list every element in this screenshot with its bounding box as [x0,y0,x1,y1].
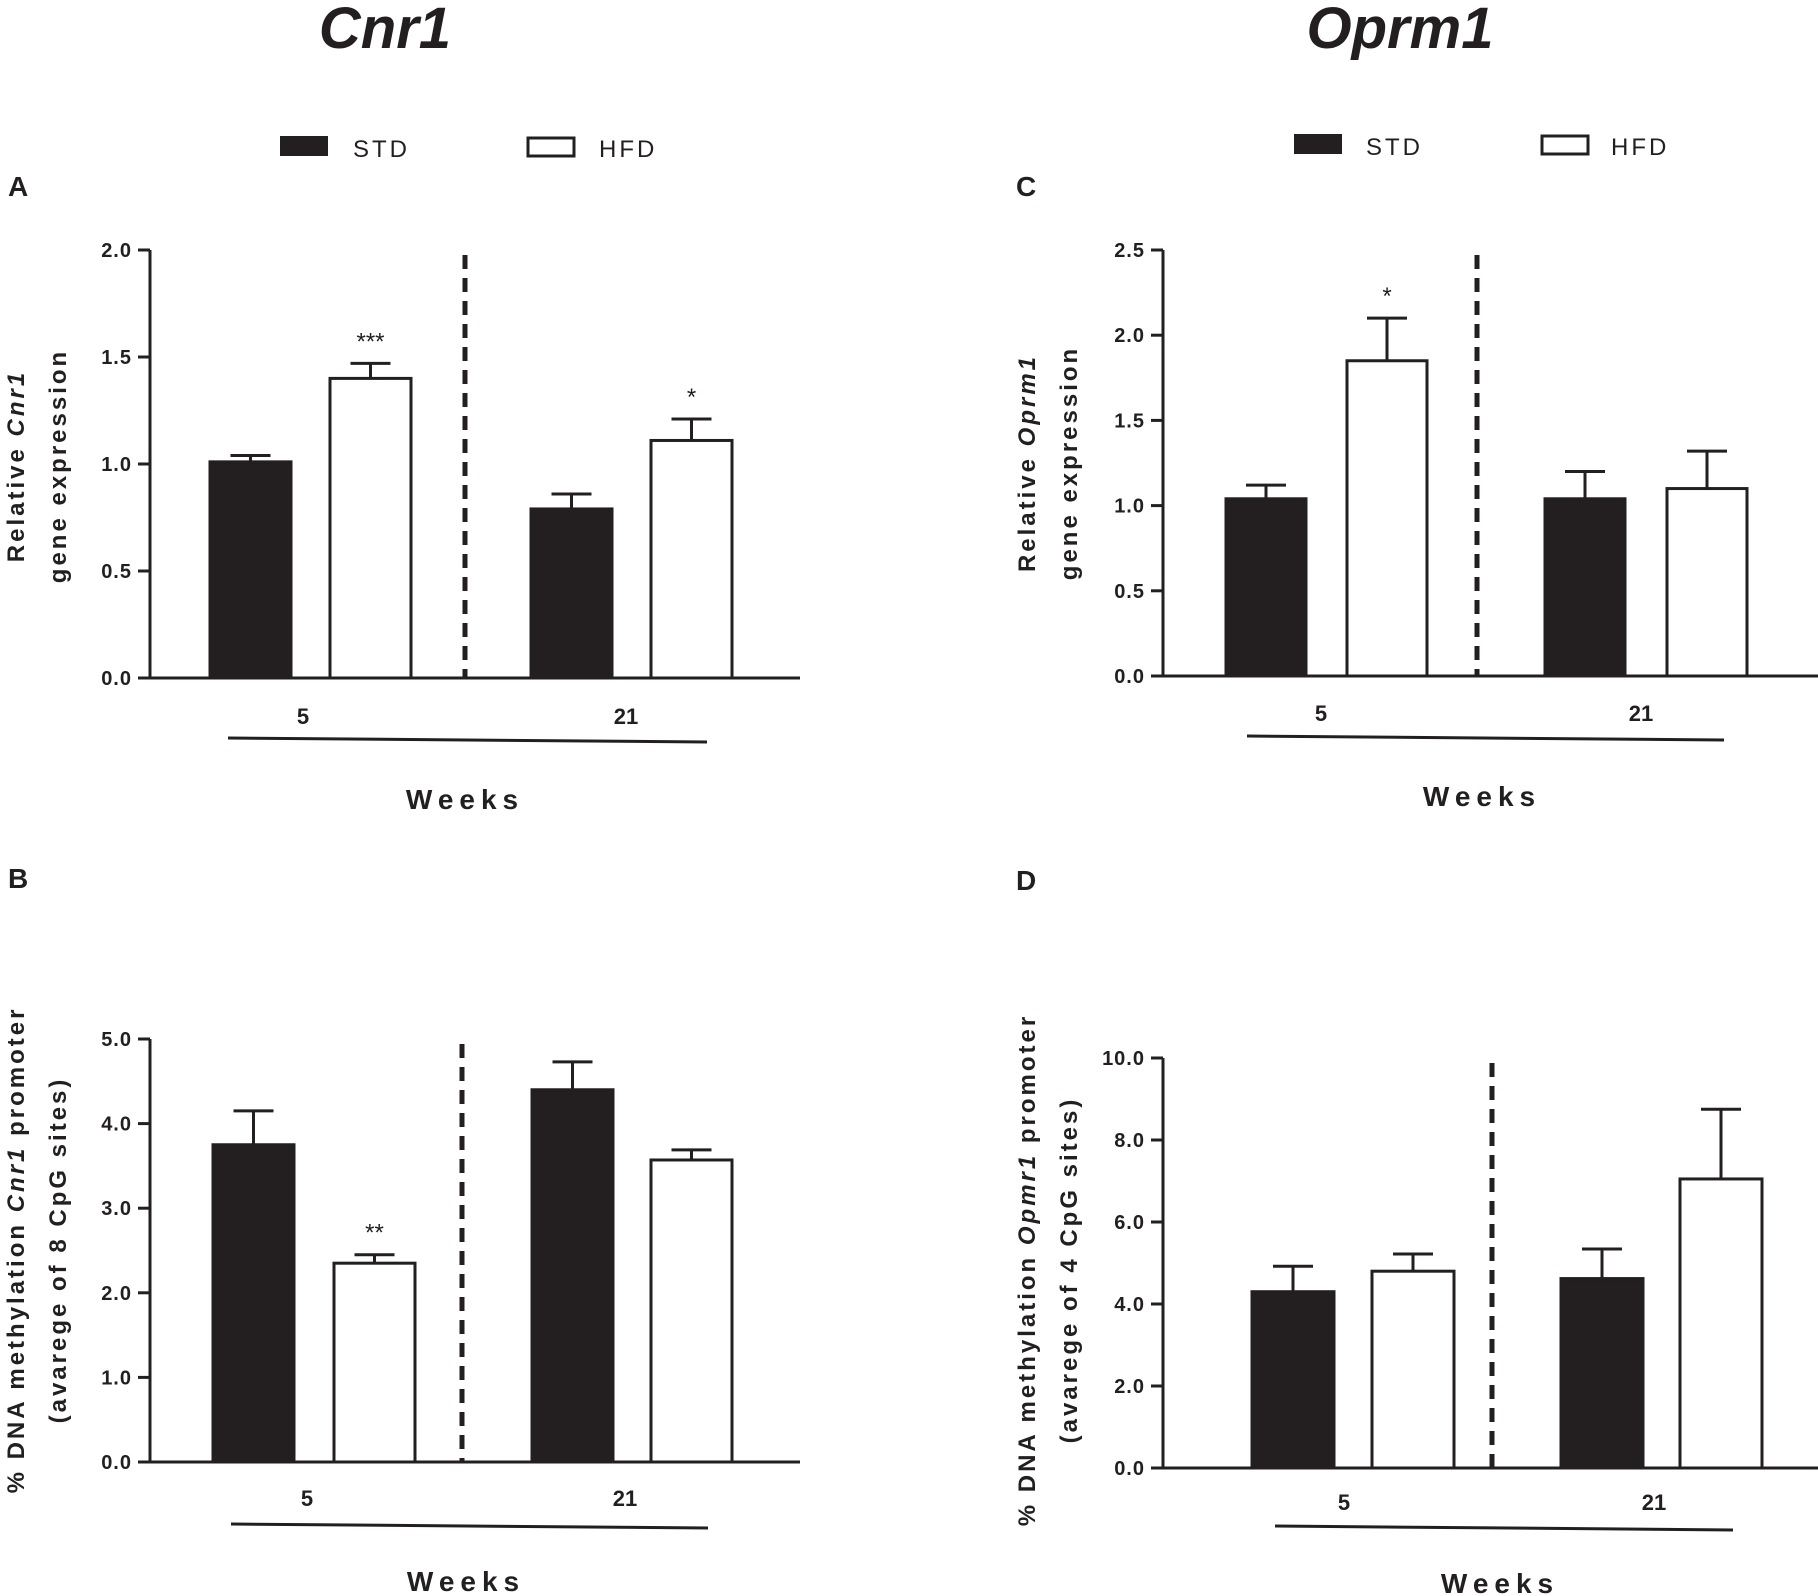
y-tick-label: 4.0 [1114,1294,1145,1316]
y-axis-title-line1: Relative Oprm1 [1014,354,1041,572]
legend-std-label: STD [1366,134,1423,161]
y-tick-label: 0.0 [1114,666,1145,688]
chart-panel-d: D 0.0 2.0 4.0 6.0 8.0 10.0 5 21 Weeks % DNA methyl… [1014,865,1818,1596]
y-title-gene: Opmr1 [1014,1153,1041,1245]
bar-std-week-5 [208,460,293,680]
y-title-prefix: % DNA methylation [3,1212,30,1493]
bar-std-week-21 [529,507,614,680]
y-tick-label: 6.0 [1114,1212,1145,1234]
chart-panel-b: B 0.0 1.0 2.0 3.0 4.0 5.0 ** 5 21 Weeks % DNA methy… [3,863,800,1596]
legend-hfd-swatch [526,136,576,158]
y-axis-title-line2: (avarege of 8 CpG sites) [45,1077,72,1424]
x-category-label: 21 [1629,701,1653,726]
y-tick-label: 1.5 [101,347,132,369]
x-category-label: 21 [613,1486,637,1511]
y-tick-label: 2.0 [101,240,132,262]
bar-std-week-21 [1543,497,1627,678]
y-axis-title-line1: Relative Cnr1 [3,370,30,562]
significance-label: * [1382,283,1391,310]
y-tick-label: 0.5 [101,561,132,583]
legend-hfd-label: HFD [599,136,657,163]
bar-hfd-week-5 [1345,359,1429,678]
legend-std-swatch [280,136,328,156]
y-axis-title-line1: % DNA methylation Opmr1 promoter [1014,1014,1041,1527]
y-tick-label: 10.0 [1102,1048,1145,1070]
bar-std-week-21 [1559,1277,1645,1470]
cnr1-heading: Cnr1 [319,0,451,61]
panel-letter: A [8,171,28,202]
significance-label: ** [365,1220,384,1247]
y-tick-label: 1.0 [101,454,132,476]
x-category-label: 5 [1315,701,1327,726]
y-tick-label: 2.0 [101,1283,132,1305]
y-tick-label: 0.5 [1114,581,1145,603]
y-axis-title-line2: gene expression [1056,346,1083,580]
x-category-label: 5 [1338,1490,1350,1515]
x-category-label: 5 [301,1486,313,1511]
panel-letter: C [1016,171,1036,202]
y-tick-label: 1.0 [101,1367,132,1389]
y-title-prefix: % DNA methylation [1014,1245,1041,1526]
legend-hfd-label: HFD [1611,134,1669,161]
bar-hfd-week-21 [1665,487,1749,678]
oprm1-heading: Oprm1 [1307,0,1494,61]
chart-panel-a: A 0.0 0.5 1.0 1.5 2.0 *** 5 * 21 Weeks Relative Cnr… [3,171,800,815]
legend-hfd-swatch [1540,134,1590,156]
panel-letter: B [8,863,28,894]
y-tick-label: 1.0 [1114,496,1145,518]
y-tick-label: 0.0 [101,668,132,690]
significance-label: * [687,384,696,411]
x-axis-title: Weeks [1441,1568,1559,1596]
y-tick-label: 0.0 [1114,1458,1145,1480]
weeks-underline [227,736,708,744]
significance-label: *** [356,328,384,355]
y-title-gene: Cnr1 [3,1146,30,1213]
y-tick-label: 1.5 [1114,410,1145,432]
x-axis-title: Weeks [406,784,524,815]
y-title-gene: Oprm1 [1014,354,1041,446]
x-category-label: 21 [1642,1490,1666,1515]
y-title-suffix: promoter [3,1007,30,1146]
bar-hfd-week-5 [332,1261,417,1464]
x-axis-title: Weeks [1423,781,1541,812]
bar-std-week-5 [1250,1290,1336,1470]
y-axis-title-line2: (avarege of 4 CpG sites) [1056,1097,1083,1444]
y-tick-label: 5.0 [101,1029,132,1051]
y-title-prefix: Relative [1014,446,1041,572]
y-title-prefix: Relative [3,436,30,562]
legend-left: STD HFD [280,136,657,163]
y-tick-label: 3.0 [101,1198,132,1220]
weeks-underline [1246,734,1725,742]
legend-right: STD HFD [1294,134,1669,161]
y-tick-label: 2.5 [1114,240,1145,262]
y-axis-title-line1: % DNA methylation Cnr1 promoter [3,1007,30,1494]
bar-hfd-week-21 [649,438,734,680]
y-tick-label: 0.0 [101,1452,132,1474]
y-tick-label: 8.0 [1114,1130,1145,1152]
y-title-suffix: promoter [1014,1014,1041,1153]
bar-std-week-5 [1224,497,1308,678]
bar-std-week-5 [211,1143,296,1464]
y-tick-label: 2.0 [1114,325,1145,347]
y-tick-label: 2.0 [1114,1376,1145,1398]
x-axis-title: Weeks [407,1566,525,1596]
bar-hfd-week-21 [649,1158,734,1464]
weeks-underline [230,1522,709,1530]
panel-letter: D [1016,865,1036,896]
bar-hfd-week-21 [1678,1177,1764,1470]
bar-hfd-week-5 [1370,1269,1456,1470]
y-title-gene: Cnr1 [3,370,30,437]
weeks-underline [1274,1524,1734,1532]
chart-panel-c: C 0.0 0.5 1.0 1.5 2.0 2.5 * 5 21 Weeks Relative Opr… [1014,171,1818,812]
legend-std-label: STD [353,136,410,163]
y-tick-label: 4.0 [101,1114,132,1136]
y-axis-title-line2: gene expression [45,349,72,583]
bar-std-week-21 [530,1088,615,1464]
bar-hfd-week-5 [328,376,413,680]
x-category-label: 5 [297,704,309,729]
x-category-label: 21 [614,704,638,729]
legend-std-swatch [1294,134,1342,154]
